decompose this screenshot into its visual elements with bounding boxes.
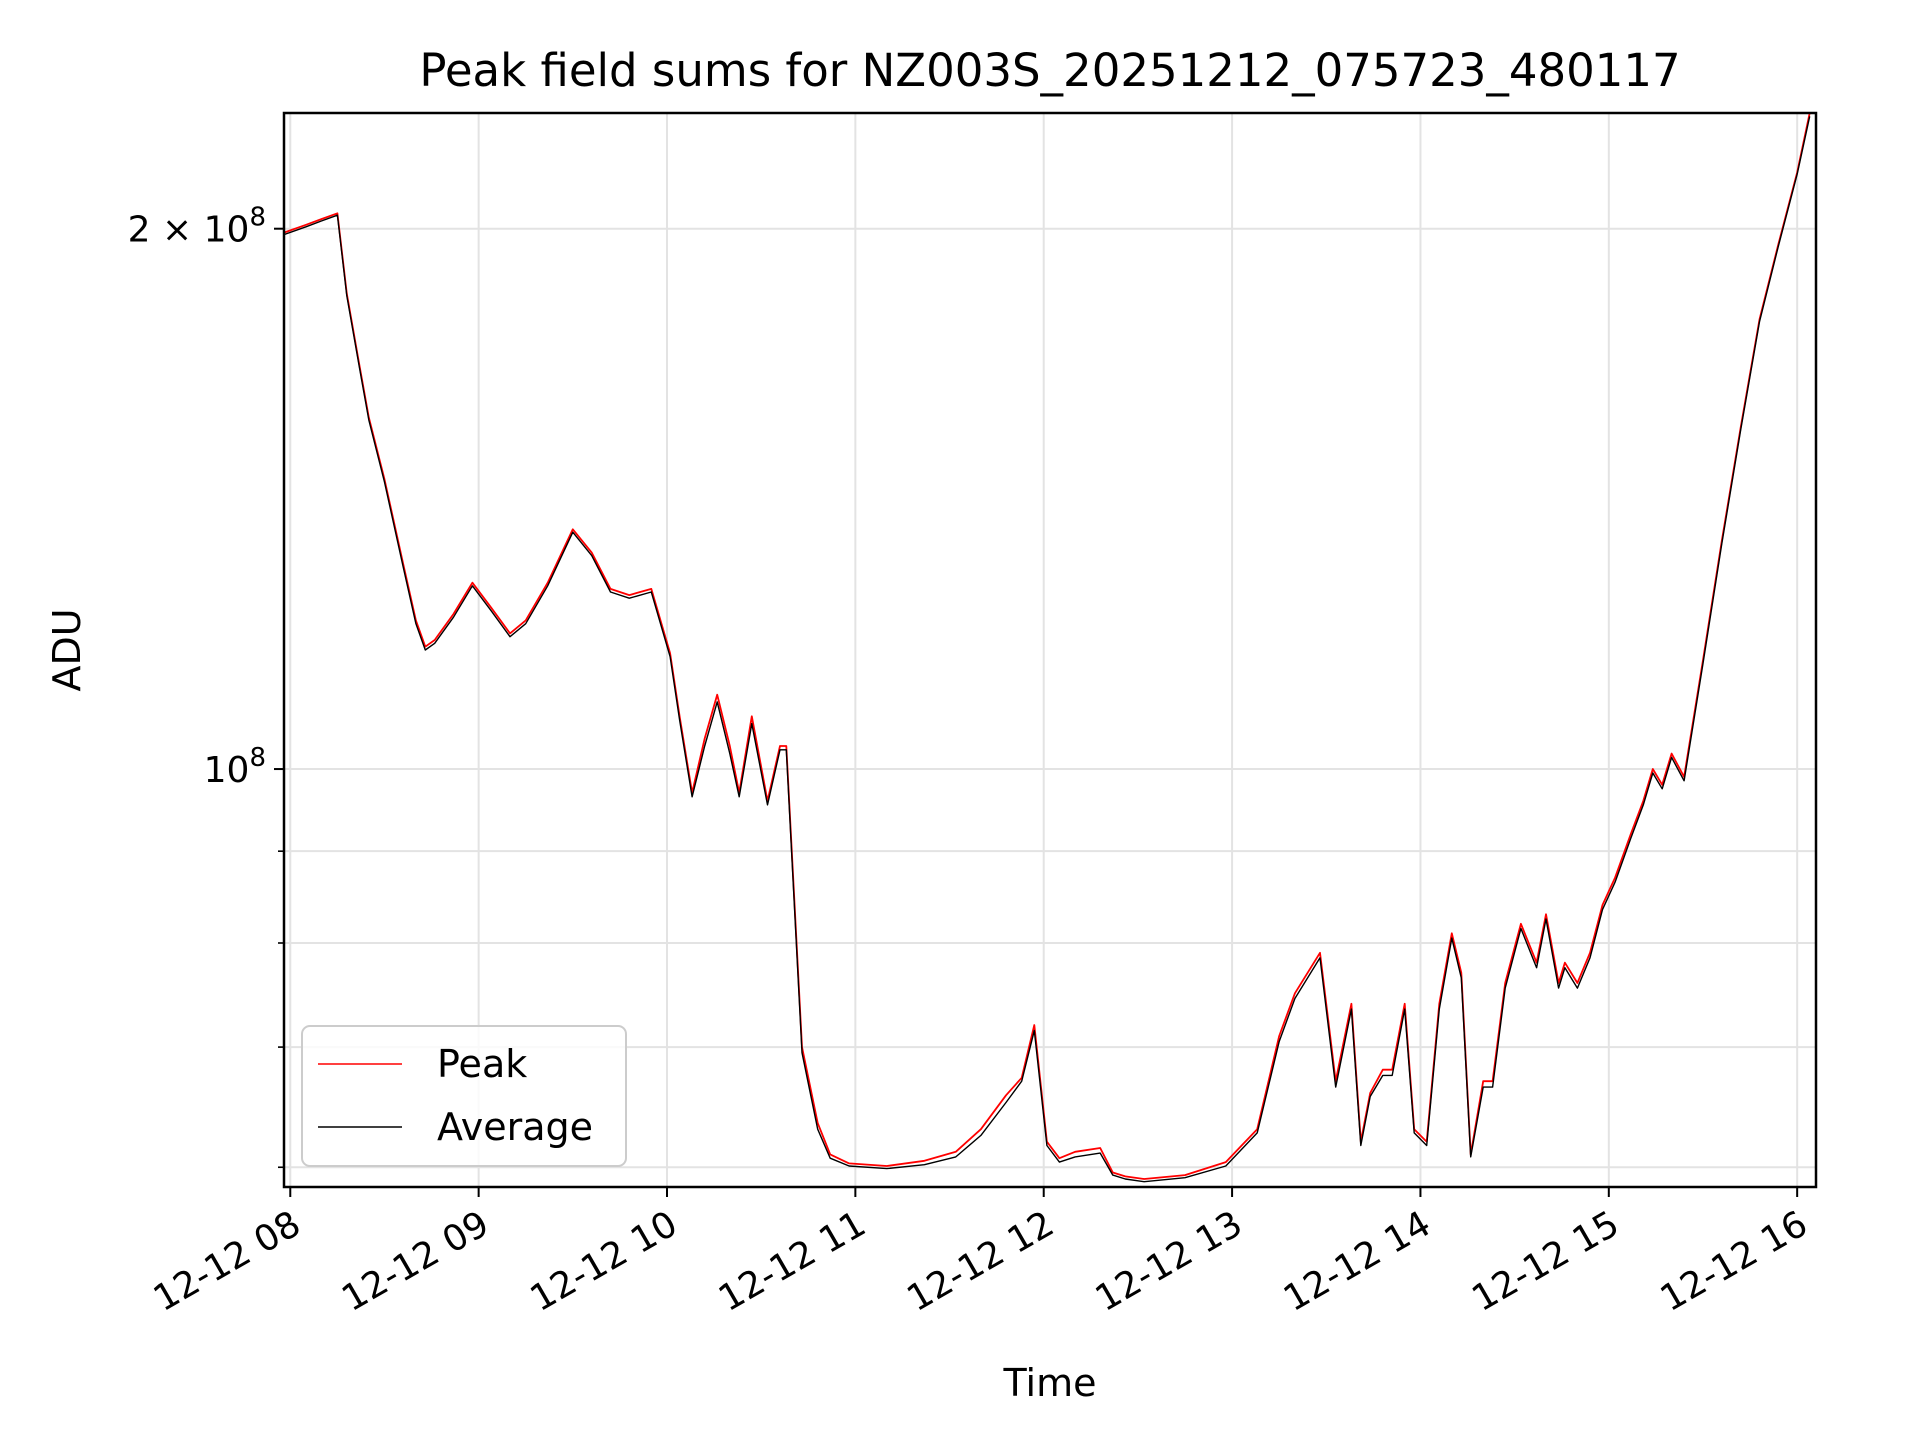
series-layer: [284, 113, 1811, 1183]
series-line-average: [284, 116, 1811, 1183]
legend-label-average: Average: [437, 1105, 593, 1149]
legend-box: [301, 1025, 627, 1167]
y-axis-label: ADU: [45, 608, 89, 691]
y-tick-label: 108: [204, 743, 266, 791]
legend: Peak Average: [301, 1025, 627, 1167]
series-line-peak: [284, 113, 1811, 1180]
x-axis-label: Time: [1003, 1361, 1097, 1405]
y-axis-ticks: 108 2 × 108: [128, 203, 284, 1169]
plot-frame: [282, 111, 1818, 1189]
legend-label-peak: Peak: [437, 1042, 527, 1086]
grid-lines: [284, 113, 1816, 1187]
chart-title: Peak field sums for NZ003S_20251212_0757…: [419, 44, 1680, 97]
y-tick-label: 2 × 108: [128, 203, 266, 251]
